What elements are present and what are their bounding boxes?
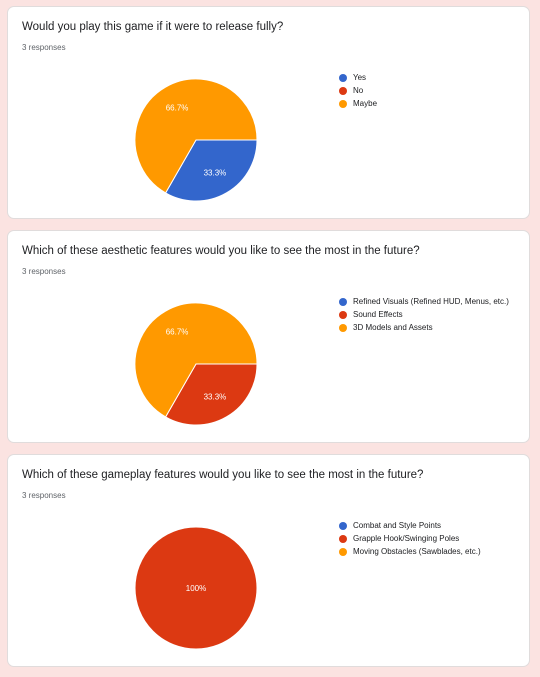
question-title: Which of these gameplay features would y… (22, 469, 424, 481)
legend-dot-icon (339, 87, 347, 95)
legend-label: Sound Effects (353, 310, 403, 319)
pie-slice (164, 363, 258, 426)
pie-slice-label: 66.7% (166, 103, 189, 112)
legend-dot-icon (339, 522, 347, 530)
legend-label: 3D Models and Assets (353, 323, 433, 332)
legend-label: No (353, 86, 364, 95)
chart-legend: Refined Visuals (Refined HUD, Menus, etc… (339, 297, 519, 336)
pie-chart: 33.3% 66.7% (134, 78, 258, 202)
pie-slice-label: 66.7% (166, 327, 189, 336)
pie-slice-label: 100% (186, 584, 206, 593)
legend-dot-icon (339, 324, 347, 332)
legend-dot-icon (339, 100, 347, 108)
question-title: Would you play this game if it were to r… (22, 21, 284, 33)
chart-legend: Yes No Maybe (339, 73, 519, 112)
question-title: Which of these aesthetic features would … (22, 245, 420, 257)
legend-dot-icon (339, 535, 347, 543)
legend-dot-icon (339, 548, 347, 556)
legend-item: Combat and Style Points (339, 521, 519, 531)
question-card-3: Which of these gameplay features would y… (7, 454, 530, 667)
legend-item: No (339, 86, 519, 96)
pie-slice (134, 302, 258, 418)
legend-dot-icon (339, 74, 347, 82)
pie-slice-label: 33.3% (204, 393, 227, 402)
legend-item: Refined Visuals (Refined HUD, Menus, etc… (339, 297, 519, 307)
response-count: 3 responses (22, 491, 66, 500)
legend-item: Yes (339, 73, 519, 83)
legend-item: Maybe (339, 99, 519, 109)
legend-label: Maybe (353, 99, 378, 108)
legend-item: Grapple Hook/Swinging Poles (339, 534, 519, 544)
pie-slice (134, 78, 258, 194)
legend-label: Combat and Style Points (353, 521, 442, 530)
legend-label: Grapple Hook/Swinging Poles (353, 534, 460, 543)
response-count: 3 responses (22, 43, 66, 52)
pie-chart: 33.3% 66.7% (134, 302, 258, 426)
legend-dot-icon (339, 298, 347, 306)
response-count: 3 responses (22, 267, 66, 276)
pie-slice (164, 139, 258, 202)
legend-item: Moving Obstacles (Sawblades, etc.) (339, 547, 519, 557)
pie-slice-label: 33.3% (204, 169, 227, 178)
legend-label: Moving Obstacles (Sawblades, etc.) (353, 547, 481, 556)
legend-label: Refined Visuals (Refined HUD, Menus, etc… (353, 297, 509, 306)
question-card-1: Would you play this game if it were to r… (7, 6, 530, 219)
legend-item: 3D Models and Assets (339, 323, 519, 333)
legend-label: Yes (353, 73, 367, 82)
pie-chart: 100% (134, 526, 258, 650)
legend-dot-icon (339, 311, 347, 319)
legend-item: Sound Effects (339, 310, 519, 320)
chart-legend: Combat and Style Points Grapple Hook/Swin… (339, 521, 519, 560)
pie-slice (134, 526, 258, 650)
question-card-2: Which of these aesthetic features would … (7, 230, 530, 443)
